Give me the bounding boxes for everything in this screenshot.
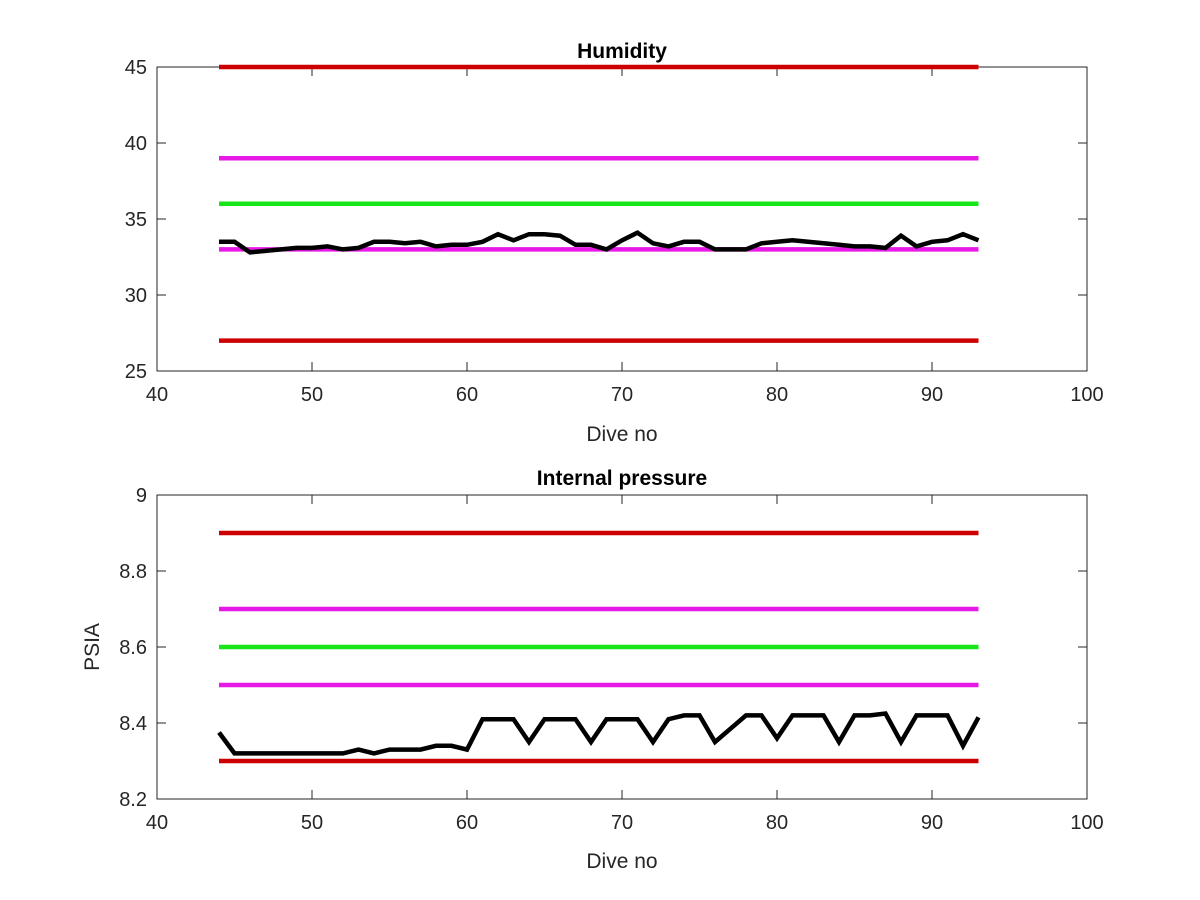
pressure-title: Internal pressure (537, 467, 707, 490)
pressure-y-tick-labels: 8.2 8.4 8.6 8.8 9 (119, 485, 147, 811)
pressure-x-axis-label: Dive no (586, 850, 657, 873)
pressure-x-tick-label: 100 (1070, 812, 1103, 834)
humidity-title: Humidity (577, 40, 667, 63)
humidity-y-tick-label: 45 (125, 57, 147, 79)
pressure-y-tick-label: 8.2 (119, 789, 147, 811)
humidity-x-axis-label: Dive no (586, 423, 657, 446)
humidity-series-line-5 (219, 230, 980, 255)
pressure-y-tick-label: 8.6 (119, 637, 147, 659)
pressure-x-tick-label: 80 (766, 812, 788, 834)
pressure-x-tick-label: 50 (301, 812, 323, 834)
humidity-x-tick-labels: 40 50 60 70 80 90 100 (146, 384, 1104, 406)
humidity-x-tick-label: 80 (766, 384, 788, 406)
humidity-x-tick-label: 50 (301, 384, 323, 406)
pressure-x-tick-labels: 40 50 60 70 80 90 100 (146, 812, 1104, 834)
humidity-y-tick-label: 25 (125, 361, 147, 383)
humidity-series (219, 64, 980, 343)
humidity-y-tick-label: 30 (125, 285, 147, 307)
humidity-x-tick-label: 90 (921, 384, 943, 406)
humidity-plot: 40 50 60 70 80 90 100 25 30 35 40 45 Humidity Dive… (125, 40, 1104, 446)
pressure-y-tick-label: 9 (136, 485, 147, 507)
humidity-x-tick-label: 70 (611, 384, 633, 406)
internal-pressure-plot: 40 50 60 70 80 90 100 8.2 8.4 8.6 8.8 9 Internal p… (81, 467, 1104, 873)
pressure-x-tick-label: 40 (146, 812, 168, 834)
humidity-y-tick-label: 40 (125, 133, 147, 155)
humidity-x-tick-label: 40 (146, 384, 168, 406)
pressure-x-tick-label: 90 (921, 812, 943, 834)
pressure-x-tick-label: 70 (611, 812, 633, 834)
pressure-y-tick-label: 8.8 (119, 561, 147, 583)
humidity-y-tick-labels: 25 30 35 40 45 (125, 57, 147, 383)
pressure-x-tick-label: 60 (456, 812, 478, 834)
humidity-y-tick-label: 35 (125, 209, 147, 231)
humidity-axes-box (156, 66, 1088, 372)
pressure-ticks (156, 494, 1088, 800)
pressure-y-axis-label: PSIA (81, 623, 104, 671)
humidity-x-tick-label: 60 (456, 384, 478, 406)
pressure-series (217, 530, 981, 764)
pressure-series-line-5 (217, 711, 981, 756)
pressure-y-tick-label: 8.4 (119, 713, 147, 735)
humidity-x-tick-label: 100 (1070, 384, 1103, 406)
